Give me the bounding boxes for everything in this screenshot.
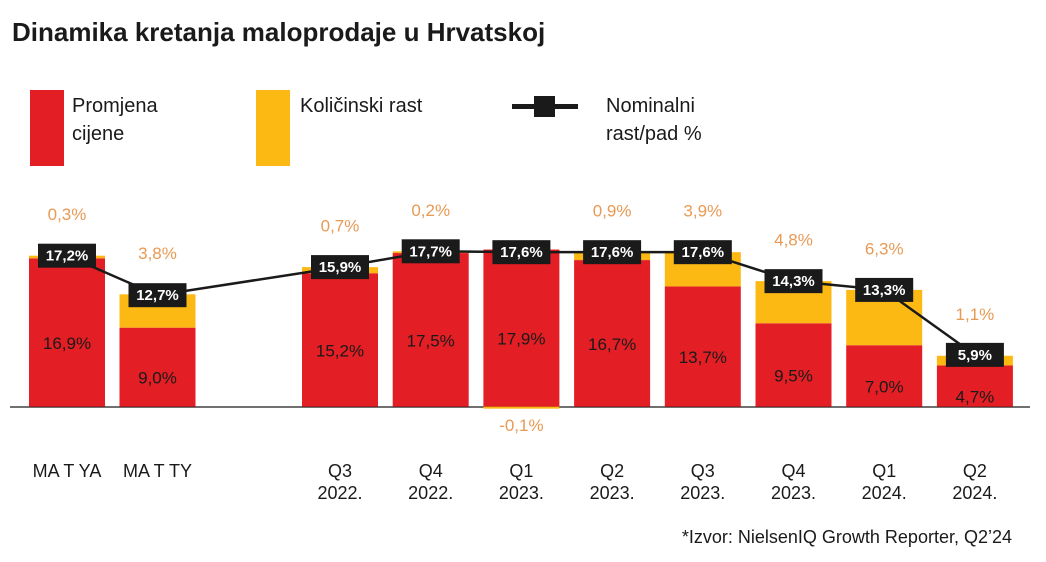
value-label: 3,9% <box>683 202 722 221</box>
line-marker <box>492 240 551 265</box>
bar <box>755 323 832 407</box>
value-label: 9,5% <box>774 366 813 385</box>
value-label: 12,7% <box>136 287 179 304</box>
bar <box>574 260 651 407</box>
x-tick-label: Q1 2023. <box>499 461 544 503</box>
line-marker <box>38 243 96 268</box>
value-label: 9,0% <box>138 369 177 388</box>
x-tick-label: Q1 2024. <box>862 461 907 503</box>
value-label: 4,7% <box>956 388 995 407</box>
value-label: 0,3% <box>48 205 87 224</box>
x-tick-label: Q4 2023. <box>771 461 816 503</box>
x-tick-label: Q4 2022. <box>408 461 453 503</box>
value-label: 13,3% <box>863 282 906 299</box>
line-marker <box>128 283 187 308</box>
bar <box>936 365 1013 407</box>
legend-swatch <box>256 90 290 166</box>
bar <box>392 253 469 407</box>
value-label: 15,9% <box>319 259 362 276</box>
x-tick-label: Q2 2023. <box>590 461 635 503</box>
legend-label: Nominalni rast/pad % <box>606 95 702 145</box>
value-label: 17,2% <box>46 248 89 265</box>
line-marker <box>764 269 823 294</box>
bar <box>302 273 378 407</box>
value-label: 0,7% <box>321 217 360 236</box>
bar <box>483 406 560 409</box>
line <box>66 250 976 356</box>
value-label: 0,9% <box>593 202 632 221</box>
legend-swatch <box>30 90 64 166</box>
x-tick-label: Q2 2024. <box>952 461 997 503</box>
value-label: 14,3% <box>772 273 815 290</box>
value-label: 3,8% <box>138 244 177 263</box>
value-label: 17,9% <box>497 330 545 349</box>
x-tick-label: Q3 2023. <box>680 461 725 503</box>
value-label: 17,7% <box>409 243 452 260</box>
line-marker <box>855 277 914 302</box>
value-label: 16,7% <box>588 335 636 354</box>
value-label: 16,9% <box>43 334 91 353</box>
value-label: 6,3% <box>865 239 904 258</box>
x-tick-label: MA T TY <box>123 461 192 481</box>
source: *Izvor: NielsenIQ Growth Reporter, Q2’24 <box>682 527 1012 547</box>
bar <box>119 327 196 407</box>
value-label: 17,6% <box>682 244 725 261</box>
legend-marker <box>534 96 555 117</box>
line-marker <box>583 240 642 265</box>
x-tick-label: MA T YA <box>33 461 102 481</box>
bar <box>29 258 105 407</box>
line-marker <box>311 255 369 280</box>
line-marker <box>673 240 732 265</box>
value-label: 4,8% <box>774 231 813 250</box>
value-label: 0,2% <box>411 201 450 220</box>
legend-label: Promjena cijene <box>72 95 158 145</box>
legend-label: Količinski rast <box>300 95 423 117</box>
bar <box>483 249 560 407</box>
value-label: 13,7% <box>679 348 727 367</box>
chart-title: Dinamika kretanja maloprodaje u Hrvatsko… <box>12 17 545 47</box>
bar <box>664 286 741 407</box>
value-label: 17,6% <box>500 244 543 261</box>
value-label: 17,5% <box>407 331 455 350</box>
value-label: 15,2% <box>316 341 364 360</box>
value-label: 1,1% <box>956 305 995 324</box>
value-label: 5,9% <box>958 347 992 364</box>
value-label: -0,1% <box>499 416 543 435</box>
value-label: 17,6% <box>591 244 634 261</box>
value-label: 7,0% <box>865 377 904 396</box>
x-tick-label: Q3 2022. <box>317 461 362 503</box>
line-marker <box>945 342 1004 367</box>
line-marker <box>401 239 460 264</box>
bar <box>846 345 923 407</box>
